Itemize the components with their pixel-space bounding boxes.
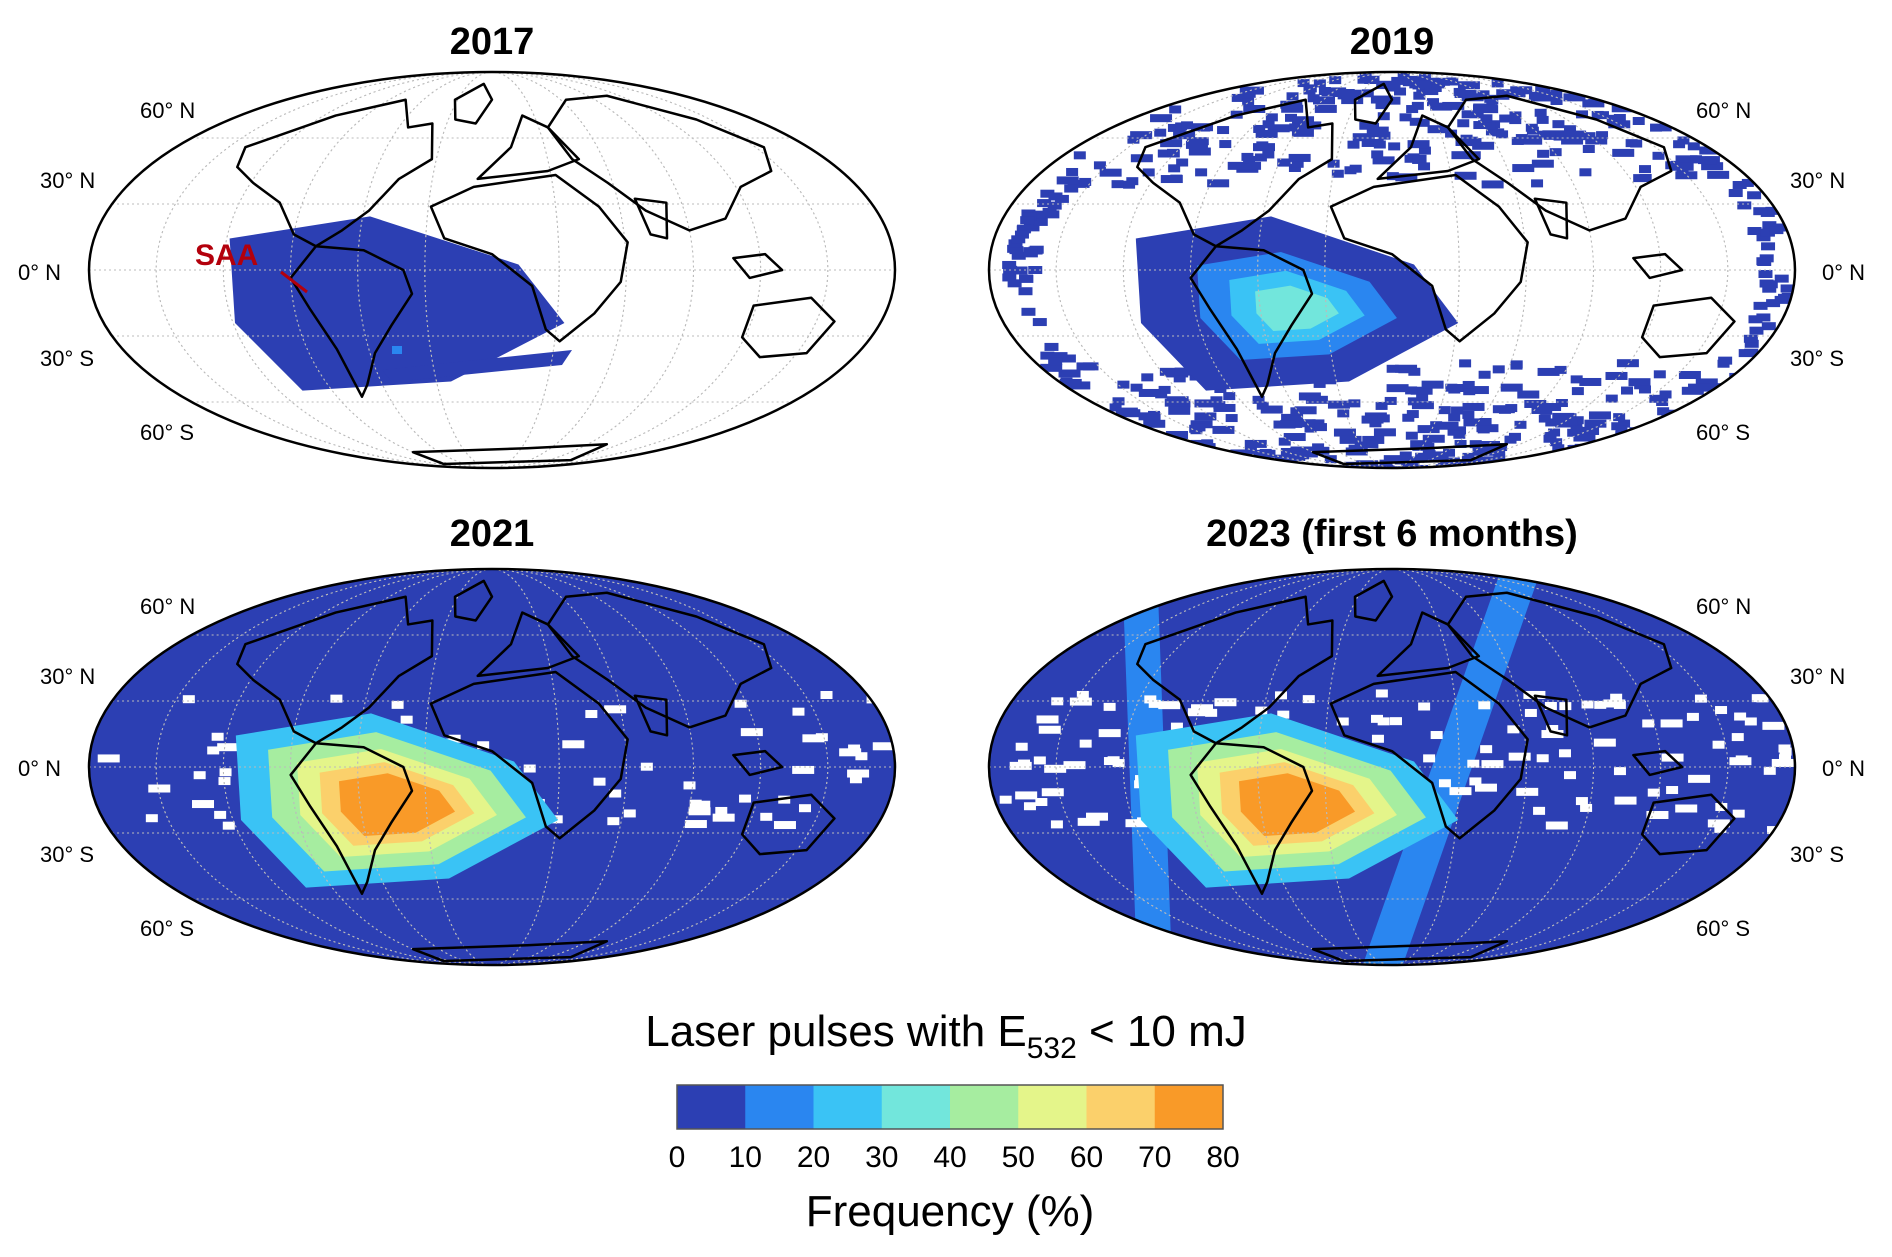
lat-labels-left-top: 60° N 30° N 0° N 30° S 60° S [18, 98, 195, 445]
lat-label-30s: 30° S [1790, 842, 1844, 867]
lat-label-60n: 60° N [140, 98, 195, 123]
map-panel-2023 [987, 567, 1797, 967]
panel-title-3: 2021 [450, 513, 535, 555]
lat-label-30n: 30° N [40, 168, 95, 193]
lat-label-60n: 60° N [1696, 98, 1751, 123]
lat-label-30n: 30° N [1790, 168, 1845, 193]
saa-pointer-line [280, 270, 308, 294]
lat-label-60n: 60° N [140, 594, 195, 619]
colorbar-tick-label: 70 [1138, 1141, 1171, 1174]
colorbar-tick-label: 30 [865, 1141, 898, 1174]
lat-label-60s: 60° S [140, 420, 194, 445]
panel-title-2: 2019 [1350, 21, 1435, 63]
lat-label-0n: 0° N [18, 260, 61, 285]
lat-label-60s: 60° S [1696, 420, 1750, 445]
lat-label-30n: 30° N [40, 664, 95, 689]
lat-label-30n: 30° N [1790, 664, 1845, 689]
colorbar-swatch [950, 1085, 1019, 1129]
colorbar-swatch [677, 1085, 746, 1129]
saa-label: SAA [195, 239, 258, 272]
lat-label-30s: 30° S [1790, 346, 1844, 371]
colorbar: Laser pulses with E532 < 10 mJ 0 10 20 30 40… [645, 1007, 1247, 1236]
lat-label-60n: 60° N [1696, 594, 1751, 619]
panel-title-1: 2017 [450, 21, 535, 63]
lat-label-0n: 0° N [18, 756, 61, 781]
colorbar-title: Laser pulses with E532 < 10 mJ [645, 1007, 1247, 1065]
colorbar-tick-labels: 0 10 20 30 40 50 60 70 80 [669, 1141, 1240, 1174]
colorbar-label: Frequency (%) [806, 1187, 1095, 1236]
colorbar-swatches [677, 1085, 1224, 1129]
lat-label-0n: 0° N [1822, 756, 1865, 781]
lat-label-30s: 30° S [40, 346, 94, 371]
colorbar-tick-label: 50 [1002, 1141, 1035, 1174]
colorbar-tick-label: 80 [1206, 1141, 1239, 1174]
lat-labels-left-bottom: 60° N 30° N 0° N 30° S 60° S [18, 594, 195, 941]
panel-title-4: 2023 (first 6 months) [1206, 513, 1578, 555]
colorbar-swatch [1018, 1085, 1087, 1129]
colorbar-swatch [745, 1085, 814, 1129]
colorbar-tick-label: 0 [669, 1141, 686, 1174]
map-panel-2021 [87, 567, 897, 967]
colorbar-tick-label: 20 [797, 1141, 830, 1174]
map-panel-2019 [987, 70, 1797, 470]
colorbar-swatch [813, 1085, 883, 1129]
colorbar-tick-label: 60 [1070, 1141, 1103, 1174]
colorbar-tick-label: 40 [933, 1141, 966, 1174]
map-panel-2017 [87, 70, 897, 470]
lat-label-60s: 60° S [140, 916, 194, 941]
lat-labels-right-top: 60° N 30° N 0° N 30° S 60° S [1696, 98, 1865, 445]
lat-label-30s: 30° S [40, 842, 94, 867]
lat-label-60s: 60° S [1696, 916, 1750, 941]
colorbar-swatch [1086, 1085, 1156, 1129]
colorbar-tick-label: 10 [729, 1141, 762, 1174]
lat-label-0n: 0° N [1822, 260, 1865, 285]
saa-annotation: SAA [195, 239, 308, 294]
lat-labels-right-bottom: 60° N 30° N 0° N 30° S 60° S [1696, 594, 1865, 941]
colorbar-frame [676, 1084, 1224, 1130]
colorbar-swatch [1154, 1085, 1224, 1129]
colorbar-swatch [881, 1085, 951, 1129]
